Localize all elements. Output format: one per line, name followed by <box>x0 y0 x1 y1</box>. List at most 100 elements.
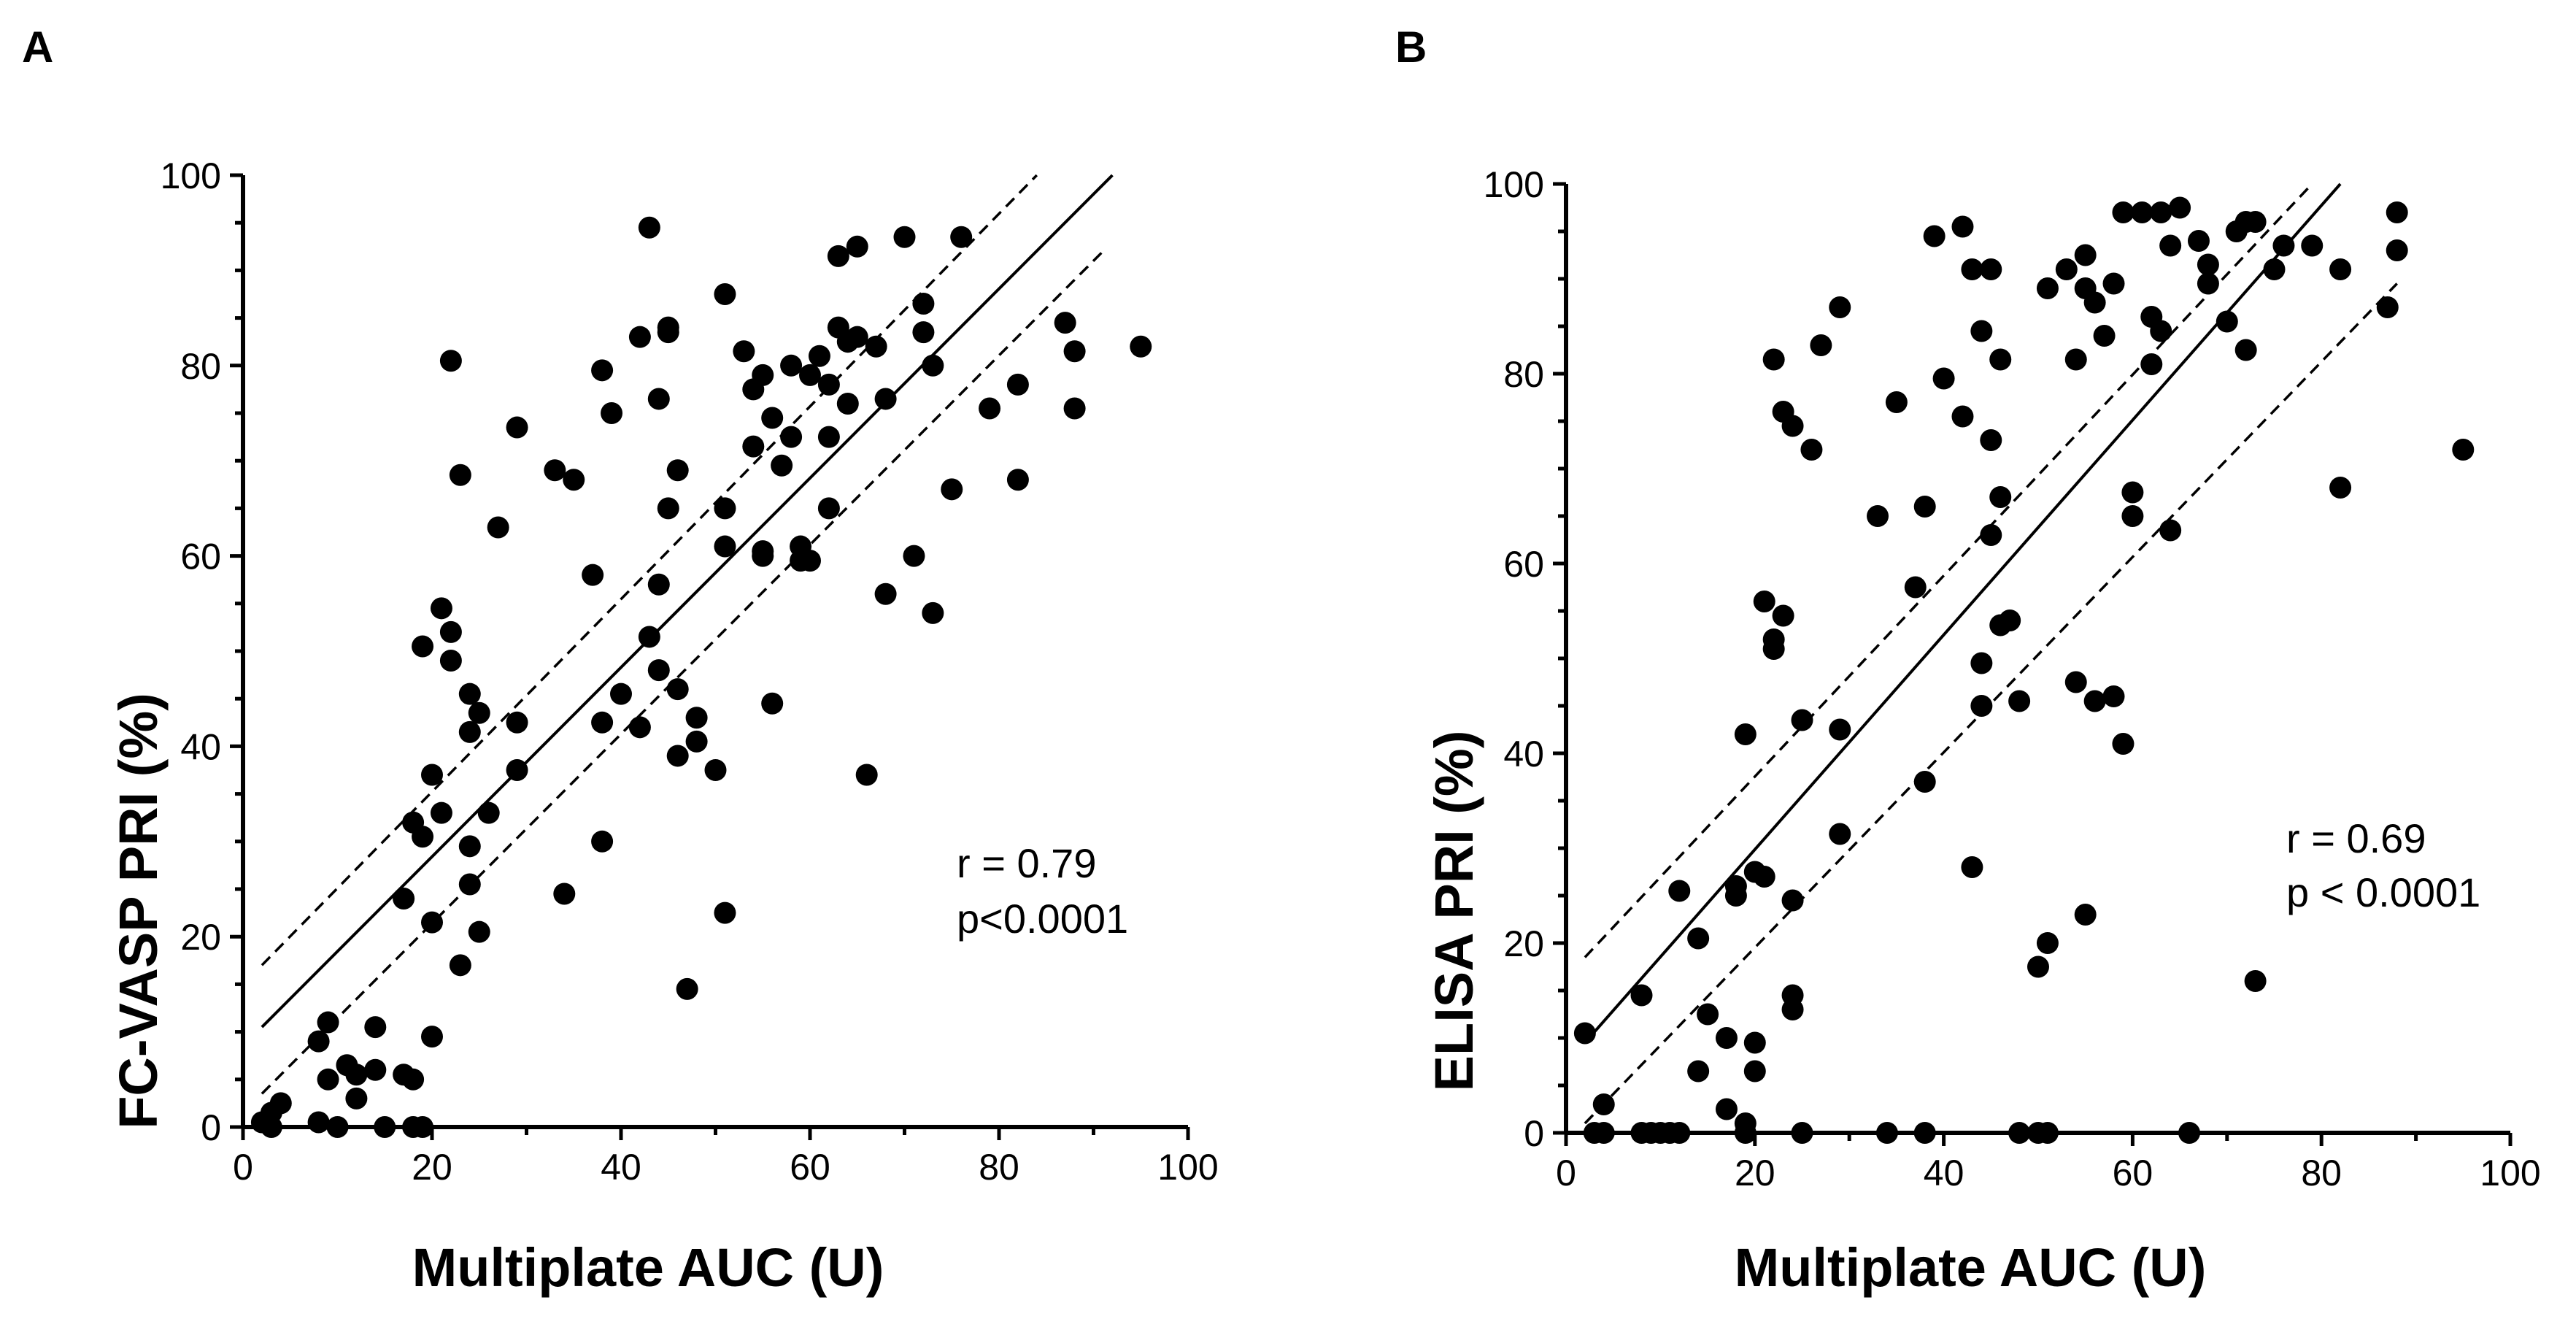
panel-b-data-point <box>1800 439 1823 461</box>
panel-a-data-point <box>449 954 471 977</box>
panel-a-data-point <box>685 707 708 729</box>
panel-a-data-point <box>430 801 452 824</box>
panel-b-data-point <box>1753 866 1775 888</box>
panel-b-data-point <box>2329 258 2352 280</box>
panel-b-ci-lower-line <box>1584 282 2398 1125</box>
panel-a-data-point <box>647 573 670 596</box>
panel-a-data-point <box>1054 312 1076 334</box>
panel-b-data-point <box>2008 690 2031 712</box>
panel-b-data-point <box>1829 718 1851 741</box>
panel-a-data-point <box>439 620 462 643</box>
panel-b-data-point <box>1781 889 1804 912</box>
panel-b-data-point <box>2386 239 2408 261</box>
panel-a-data-point <box>307 1111 330 1134</box>
panel-b-y-tick-label: 100 <box>1484 164 1544 205</box>
panel-a-x-axis-label: Multiplate AUC (U) <box>412 1237 884 1298</box>
panel-b-data-point <box>1913 771 1936 793</box>
panel-b-data-point <box>1989 486 2012 508</box>
panel-b-data-point <box>2187 230 2210 252</box>
panel-a-data-point <box>506 759 528 781</box>
panel-b-y-tick-label: 20 <box>1503 923 1544 964</box>
panel-a-data-point <box>628 326 651 348</box>
panel-b-data-point <box>1715 1098 1738 1120</box>
panel-b-data-point <box>1791 709 1813 731</box>
panel-b-y-tick-label: 0 <box>1524 1113 1544 1154</box>
panel-a-data-point <box>799 364 821 386</box>
panel-a: A 0 20 40 60 80 100 0 20 40 60 80 100 Multiplate AU… <box>22 23 1219 1298</box>
panel-a-data-point <box>836 392 859 415</box>
panel-b-x-tick-label: 20 <box>1735 1153 1775 1193</box>
panel-b-label: B <box>1395 23 1427 72</box>
panel-b-data-point <box>2301 234 2324 257</box>
panel-a-data-point <box>1006 373 1029 396</box>
panel-a-data-point <box>714 283 736 305</box>
panel-b-data-point <box>1951 405 1974 428</box>
panel-a-data-point <box>912 321 935 344</box>
panel-b-data-point <box>2234 339 2257 361</box>
panel-a-data-point <box>439 350 462 372</box>
panel-a-data-point <box>657 321 679 344</box>
panel-a-regression-line <box>261 174 1114 1028</box>
panel-b-x-axis-label: Multiplate AUC (U) <box>1735 1237 2207 1298</box>
panel-b-data-point <box>2083 690 2106 712</box>
panel-a-data-point <box>903 545 925 567</box>
panel-a-data-point <box>1006 469 1029 491</box>
panel-a-data-point <box>307 1030 330 1053</box>
panel-b-data-point <box>1592 1093 1615 1115</box>
panel-b-data-point <box>2244 970 2267 992</box>
panel-b-data-point <box>1829 296 1851 318</box>
panel-a-data-point <box>364 1058 387 1081</box>
panel-a-data-point <box>922 601 944 624</box>
panel-a-data-point <box>771 454 793 477</box>
panel-b-data-point <box>2197 253 2219 276</box>
panel-b: B 0 20 40 60 80 100 0 20 40 60 80 100 Multiplate AU… <box>1395 23 2541 1298</box>
panel-a-data-point <box>393 888 415 910</box>
panel-a-data-point <box>458 682 481 705</box>
panel-a-data-point <box>666 745 689 767</box>
panel-a-data-point <box>610 682 632 705</box>
panel-a-data-point <box>780 426 803 448</box>
panel-a-data-point <box>628 716 651 739</box>
panel-b-data-point <box>1970 695 1993 717</box>
panel-b-data-point <box>2244 211 2267 233</box>
panel-a-data-point <box>1130 335 1152 358</box>
panel-a-data-point <box>941 478 963 501</box>
panel-a-data-point <box>752 364 774 386</box>
panel-b-data-point <box>2083 291 2106 314</box>
panel-b-data-point <box>2074 904 2097 926</box>
panel-a-x-tick-label: 60 <box>790 1147 830 1188</box>
panel-a-data-point <box>591 711 614 734</box>
panel-a-data-point <box>979 397 1001 420</box>
panel-a-data-point <box>430 597 452 620</box>
panel-a-x-tick-label: 80 <box>979 1147 1019 1188</box>
panel-a-data-point <box>421 1026 443 1048</box>
panel-b-data-point <box>2376 296 2399 318</box>
panel-a-data-point <box>922 354 944 377</box>
panel-b-data-point <box>1913 496 1936 518</box>
panel-b-data-point <box>2150 201 2172 223</box>
panel-a-data-point <box>846 326 868 348</box>
panel-a-data-point <box>412 826 434 848</box>
panel-b-data-point <box>2112 733 2135 755</box>
panel-a-ci-upper-line <box>261 174 1038 966</box>
panel-a-data-point <box>657 497 679 520</box>
panel-a-x-tick-label: 0 <box>233 1147 253 1188</box>
panel-a-y-tick-label: 100 <box>161 155 221 196</box>
panel-b-data-point <box>2074 244 2097 266</box>
panel-b-data-point <box>2102 272 2125 295</box>
panel-b-data-point <box>2121 505 2144 527</box>
panel-b-y-tick-label: 40 <box>1503 734 1544 774</box>
panel-b-x-tick-label: 80 <box>2301 1153 2342 1193</box>
panel-a-data-point <box>487 516 509 539</box>
panel-a-data-point <box>647 659 670 682</box>
panel-a-data-point <box>647 388 670 410</box>
panel-a-data-point <box>563 469 585 491</box>
panel-a-y-tick-label: 20 <box>180 917 221 958</box>
panel-a-x-tick-label: 100 <box>1157 1147 1218 1188</box>
panel-a-data-point <box>317 1068 339 1091</box>
panel-b-data-point <box>2131 201 2153 223</box>
panel-a-y-axis-label: FC-VASP PRI (%) <box>108 693 169 1129</box>
panel-a-r-annotation: r = 0.79 <box>957 840 1096 886</box>
panel-a-data-point <box>752 540 774 563</box>
